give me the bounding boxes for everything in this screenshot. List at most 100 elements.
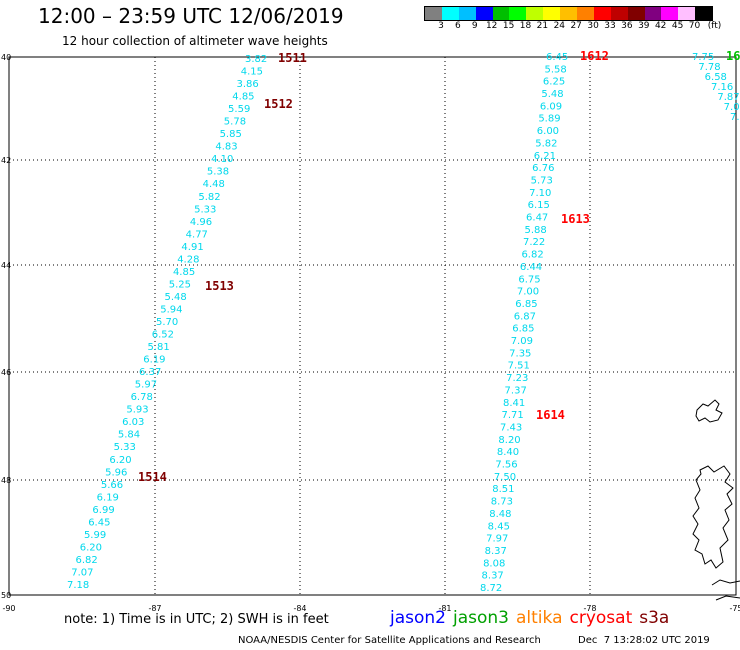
- west-track-value: 5.94: [160, 304, 182, 315]
- coastline: [692, 399, 740, 601]
- west-track-value: 6.20: [80, 542, 102, 553]
- legend-label: 70: [688, 21, 701, 31]
- east-track-value: 7.50: [494, 472, 516, 483]
- ne-time-label: 16: [726, 49, 740, 63]
- legend-swatch: [509, 7, 527, 20]
- east-track-value: 7.00: [517, 287, 539, 298]
- east-track-value: 8.51: [492, 484, 514, 495]
- east-time-label: 1612: [580, 49, 609, 63]
- legend-label: 33: [604, 21, 616, 31]
- west-track-value: 5.85: [220, 129, 242, 140]
- east-track-value: 6.00: [537, 126, 559, 137]
- east-track-value: 7.10: [529, 188, 551, 199]
- legend-swatch: [627, 7, 645, 20]
- west-track-value: 6.52: [152, 330, 174, 341]
- legend-swatch: [577, 7, 594, 20]
- latitude-label: 50: [1, 591, 11, 600]
- east-track-value: 7.97: [486, 534, 508, 545]
- east-track-value: 8.72: [480, 583, 502, 594]
- ne-track-value: 7.87: [717, 92, 739, 103]
- west-track-value: 5.38: [207, 167, 229, 178]
- west-track-value: 4.83: [215, 142, 237, 153]
- map-grid: [8, 56, 737, 596]
- longitude-label: -87: [148, 604, 161, 613]
- west-track-value: 3.86: [237, 79, 259, 90]
- longitude-label: -75: [729, 604, 740, 613]
- west-track-value: 6.82: [75, 555, 97, 566]
- longitude-label: -90: [2, 604, 15, 613]
- west-track-value: 4.10: [211, 154, 233, 165]
- credit-line: NOAA/NESDIS Center for Satellite Applica…: [238, 635, 541, 646]
- legend-swatch: [441, 7, 459, 20]
- west-track-value: 5.82: [198, 192, 220, 203]
- legend-swatch: [492, 7, 510, 20]
- west-track-value: 5.96: [105, 467, 127, 478]
- color-scale-legend: [424, 6, 714, 21]
- east-track-value: 5.88: [525, 225, 547, 236]
- west-track-value: 5.78: [224, 117, 246, 128]
- east-track-value: 8.48: [489, 509, 511, 520]
- west-track-value: 5.33: [194, 204, 216, 215]
- west-track-value: 5.84: [118, 430, 140, 441]
- east-track-value: 5.89: [538, 114, 560, 125]
- west-track-value: 6.37: [139, 367, 161, 378]
- legend-swatch: [610, 7, 628, 20]
- west-track-value: 6.20: [109, 455, 131, 466]
- west-track-value: 4.77: [186, 229, 208, 240]
- west-track-value: 4.15: [241, 67, 263, 78]
- satellite-tracks: 3.824.153.864.855.595.785.854.834.105.38…: [67, 49, 740, 594]
- legend-label: 9: [471, 21, 478, 31]
- legend-swatch: [475, 7, 493, 20]
- legend-label: 45: [671, 21, 684, 31]
- legend-label: 42: [654, 21, 667, 31]
- west-track-value: 5.66: [101, 480, 123, 491]
- east-track-value: 6.82: [521, 250, 543, 261]
- east-track-value: 8.08: [483, 558, 505, 569]
- west-time-label: 1511: [278, 51, 307, 65]
- legend-swatch: [458, 7, 476, 20]
- longitude-label: -84: [293, 604, 306, 613]
- west-track-value: 6.19: [143, 355, 165, 366]
- west-track-value: 6.78: [131, 392, 153, 403]
- legend-swatch: [678, 7, 696, 20]
- west-track-value: 4.85: [232, 92, 254, 103]
- east-track-value: 8.37: [485, 546, 507, 557]
- east-time-label: 1614: [536, 408, 565, 422]
- west-track-value: 5.59: [228, 104, 250, 115]
- east-track-value: 6.85: [512, 324, 534, 335]
- legend-label: (ft): [707, 21, 722, 31]
- legend-swatch: [593, 7, 611, 20]
- west-track-value: 5.93: [126, 405, 148, 416]
- east-track-value: 6.44: [520, 262, 542, 273]
- east-track-value: 6.85: [515, 299, 537, 310]
- ne-track-value: 7.75: [692, 52, 714, 63]
- satellite-jason3: jason3: [453, 608, 509, 628]
- legend-label: 36: [621, 21, 633, 31]
- longitude-label: -81: [438, 604, 451, 613]
- east-track-value: 8.20: [498, 435, 520, 446]
- east-track-value: 7.35: [509, 348, 531, 359]
- ne-track-value: 7.78: [698, 62, 720, 73]
- west-time-label: 1512: [264, 97, 293, 111]
- legend-label: 18: [519, 21, 532, 31]
- west-track-value: 5.48: [164, 292, 186, 303]
- legend-swatch: [661, 7, 679, 20]
- west-track-value: 7.18: [67, 580, 89, 591]
- latitude-label: 42: [1, 156, 11, 165]
- east-track-value: 7.56: [495, 460, 517, 471]
- legend-label: 39: [638, 21, 650, 31]
- latitude-label: 44: [1, 261, 11, 270]
- east-track-value: 5.82: [535, 138, 557, 149]
- west-track-value: 4.96: [190, 217, 212, 228]
- legend-swatch: [526, 7, 544, 20]
- west-track-value: 4.28: [177, 254, 199, 265]
- color-scale-labels: 3 6 9 12 15 18 21 24 27 30 33 36 39 42 45 70 (ft): [424, 21, 740, 33]
- east-track-value: 8.73: [491, 497, 513, 508]
- west-time-label: 1513: [205, 279, 234, 293]
- east-time-label: 1613: [561, 212, 590, 226]
- east-track-value: 6.45: [546, 52, 568, 63]
- ne-track-value: 7.6: [730, 112, 740, 123]
- satellite-jason2: jason2: [390, 608, 446, 628]
- west-track-value: 6.45: [88, 517, 110, 528]
